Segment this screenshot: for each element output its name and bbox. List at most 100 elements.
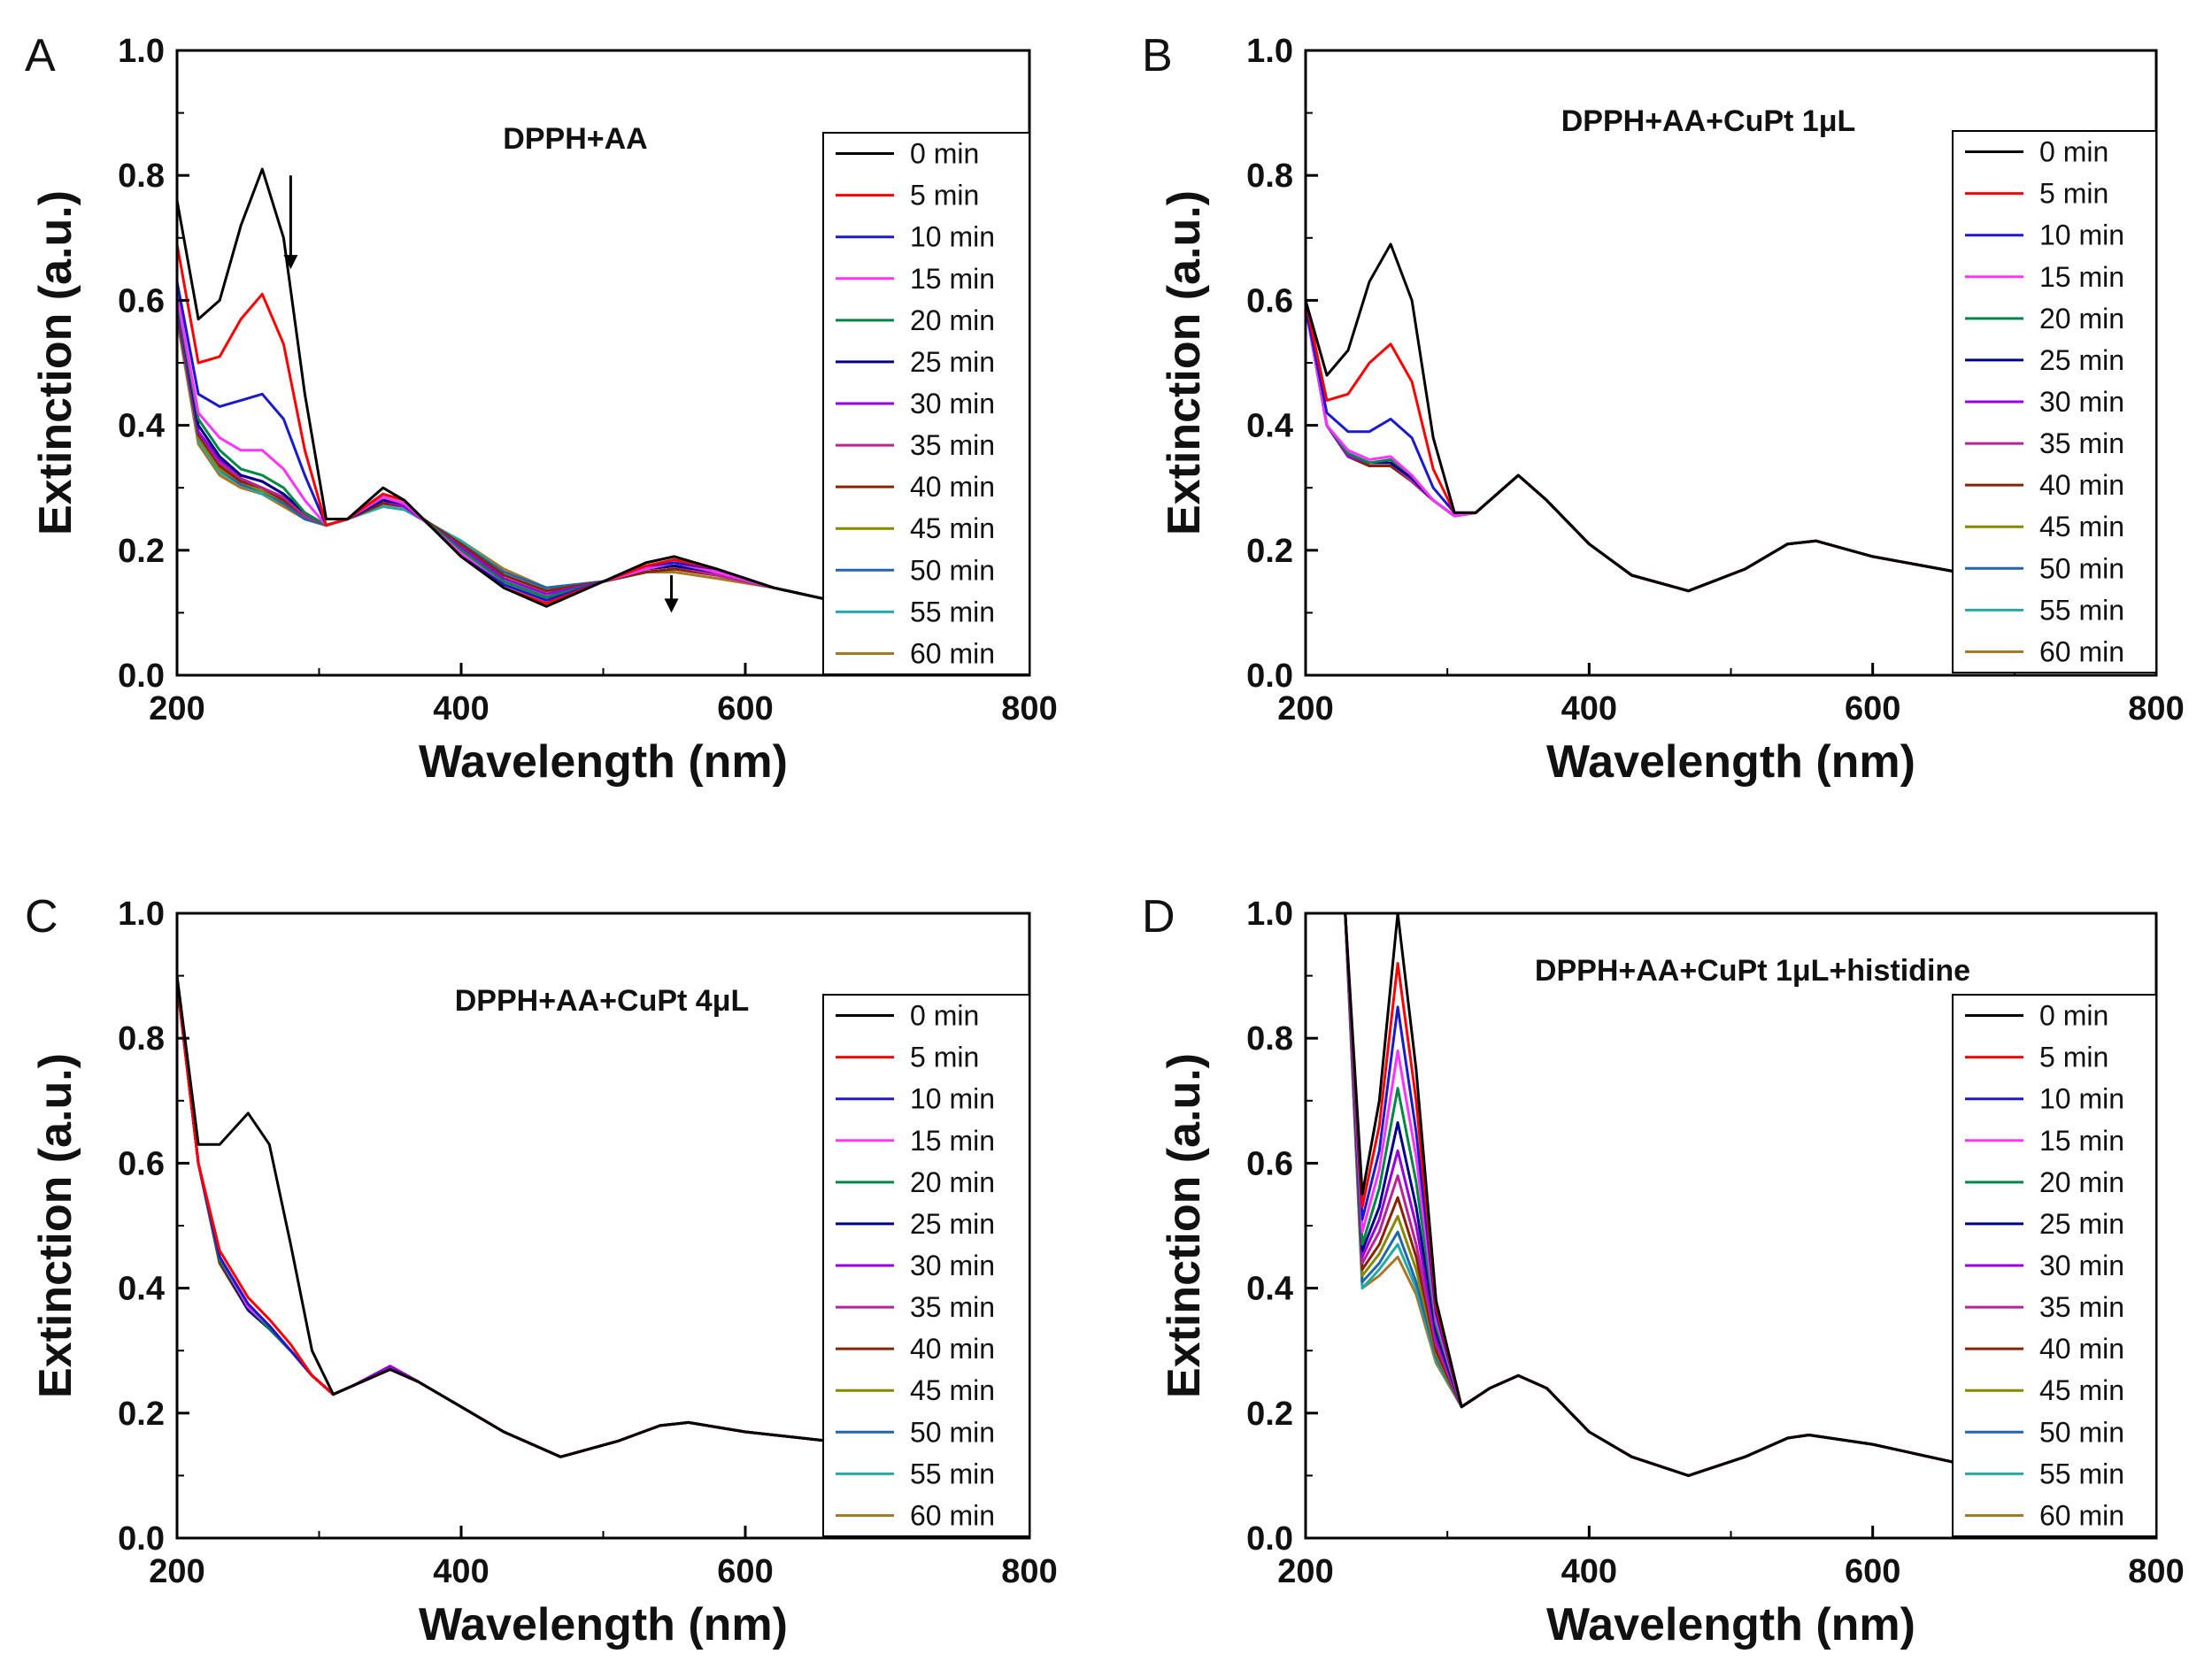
legend-label: 10 min bbox=[2039, 1083, 2124, 1115]
legend-label: 20 min bbox=[910, 304, 995, 336]
y-tick-label: 0.4 bbox=[118, 1271, 165, 1308]
series-line-40-min bbox=[1306, 306, 1959, 593]
x-tick-label: 400 bbox=[1561, 690, 1617, 727]
legend-label: 55 min bbox=[910, 1458, 995, 1489]
series-line-10-min bbox=[177, 981, 831, 1458]
legend-label: 5 min bbox=[910, 180, 979, 212]
series-line-50-min bbox=[1344, 913, 1959, 1477]
series-line-55-min bbox=[177, 315, 831, 602]
x-tick-label: 200 bbox=[149, 690, 204, 727]
y-tick-label: 1.0 bbox=[118, 33, 165, 70]
series-line-30-min bbox=[177, 981, 831, 1458]
series-line-30-min bbox=[177, 306, 831, 602]
series-line-10-min bbox=[1306, 306, 1959, 593]
series-line-35-min bbox=[177, 981, 831, 1458]
series-group bbox=[1306, 242, 1959, 593]
y-tick-label: 0.6 bbox=[118, 282, 165, 319]
x-tick-label: 200 bbox=[1277, 690, 1333, 727]
legend-label: 35 min bbox=[2039, 427, 2124, 459]
x-tick-label: 400 bbox=[433, 690, 489, 727]
legend-label: 10 min bbox=[910, 1083, 995, 1115]
series-line-10-min bbox=[177, 281, 831, 602]
legend-label: 20 min bbox=[2039, 303, 2124, 335]
legend-label: 25 min bbox=[910, 1208, 995, 1240]
legend-label: 5 min bbox=[2039, 178, 2108, 210]
y-tick-label: 0.2 bbox=[1246, 533, 1293, 570]
y-tick-label: 0.0 bbox=[1246, 658, 1293, 695]
series-group bbox=[177, 167, 831, 608]
series-line-0-min bbox=[177, 975, 831, 1458]
legend-label: 15 min bbox=[910, 263, 995, 295]
series-line-25-min bbox=[1344, 913, 1959, 1477]
legend-label: 25 min bbox=[910, 346, 995, 378]
legend-label: 50 min bbox=[910, 1416, 995, 1448]
series-line-0-min bbox=[1344, 913, 1959, 1477]
y-tick-label: 0.2 bbox=[1246, 1396, 1293, 1433]
series-line-0-min bbox=[1306, 242, 1959, 593]
legend-label: 5 min bbox=[2039, 1042, 2108, 1073]
legend-label: 25 min bbox=[2039, 344, 2124, 376]
panel-b: B 0.0 0.2 0.4 0.6 0.8 1.0 200 400 600 800 Wavelengt… bbox=[1142, 30, 2185, 788]
series-line-5-min bbox=[1306, 300, 1959, 593]
legend-label: 0 min bbox=[2039, 1000, 2108, 1032]
legend-label: 50 min bbox=[2039, 552, 2124, 584]
legend-label: 35 min bbox=[910, 429, 995, 461]
series-line-15-min bbox=[1344, 913, 1959, 1477]
legend-label: 15 min bbox=[910, 1125, 995, 1157]
panel-letter: C bbox=[25, 891, 58, 942]
chart-title: DPPH+AA+CuPt 1μL+histidine bbox=[1535, 954, 1970, 988]
series-line-20-min bbox=[177, 300, 831, 602]
series-line-35-min bbox=[1306, 306, 1959, 593]
y-tick-label: 1.0 bbox=[118, 896, 165, 933]
series-line-45-min bbox=[177, 312, 831, 602]
series-line-15-min bbox=[177, 981, 831, 1458]
panel-letter: A bbox=[25, 30, 56, 81]
legend-label: 0 min bbox=[2039, 136, 2108, 168]
legend-label: 15 min bbox=[2039, 1125, 2124, 1157]
legend-label: 40 min bbox=[910, 1333, 995, 1365]
legend-label: 30 min bbox=[2039, 386, 2124, 418]
series-line-60-min bbox=[1306, 306, 1959, 593]
arrow-down-icon-head bbox=[283, 255, 298, 270]
y-axis-title: Extinction (a.u.) bbox=[30, 190, 81, 535]
legend: 0 min 5 min 10 min 15 min 20 min 25 min 30 min… bbox=[1952, 994, 2157, 1537]
y-tick-label: 0.0 bbox=[1246, 1520, 1293, 1558]
panel-d: D 0.0 0.2 0.4 0.6 0.8 1.0 200 400 600 800 Wavelengt… bbox=[1142, 891, 2185, 1650]
x-tick-label: 200 bbox=[1277, 1553, 1333, 1590]
legend: 0 min 5 min 10 min 15 min 20 min 25 min 30 min… bbox=[822, 994, 1030, 1537]
legend-label: 35 min bbox=[910, 1291, 995, 1323]
y-tick-label: 0.6 bbox=[118, 1145, 165, 1182]
legend-label: 25 min bbox=[2039, 1208, 2124, 1240]
y-tick-label: 0.8 bbox=[1246, 1020, 1293, 1058]
x-axis-title: Wavelength (nm) bbox=[1546, 1599, 1915, 1650]
x-tick-label: 400 bbox=[1561, 1553, 1617, 1590]
legend: 0 min 5 min 10 min 15 min 20 min 25 min 30 min… bbox=[822, 132, 1030, 675]
chart-title: DPPH+AA+CuPt 1μL bbox=[1561, 104, 1856, 138]
x-tick-label: 600 bbox=[1845, 690, 1900, 727]
chart-title: DPPH+AA+CuPt 4μL bbox=[455, 984, 750, 1018]
y-tick-label: 0.0 bbox=[118, 1520, 165, 1558]
y-axis-title: Extinction (a.u.) bbox=[1159, 1053, 1210, 1398]
series-line-20-min bbox=[1306, 306, 1959, 593]
y-tick-label: 0.4 bbox=[1246, 1271, 1293, 1308]
y-tick-label: 0.8 bbox=[118, 158, 165, 195]
series-group bbox=[1344, 913, 1959, 1477]
x-tick-label: 800 bbox=[2128, 690, 2184, 727]
series-line-50-min bbox=[1306, 306, 1959, 593]
legend-label: 35 min bbox=[2039, 1291, 2124, 1323]
legend-label: 40 min bbox=[2039, 1333, 2124, 1365]
series-line-30-min bbox=[1344, 913, 1959, 1477]
series-line-35-min bbox=[1344, 913, 1959, 1477]
y-tick-label: 0.2 bbox=[118, 533, 165, 570]
series-line-0-min bbox=[177, 167, 831, 608]
legend: 0 min 5 min 10 min 15 min 20 min 25 min 30 min… bbox=[1952, 130, 2157, 673]
legend-label: 30 min bbox=[910, 1250, 995, 1281]
legend-label: 50 min bbox=[910, 554, 995, 586]
y-tick-label: 1.0 bbox=[1246, 33, 1293, 70]
legend-label: 10 min bbox=[2039, 219, 2124, 251]
series-line-5-min bbox=[1344, 913, 1959, 1477]
x-tick-label: 400 bbox=[433, 1553, 489, 1590]
trend-arrows bbox=[283, 175, 679, 613]
series-line-25-min bbox=[177, 981, 831, 1458]
